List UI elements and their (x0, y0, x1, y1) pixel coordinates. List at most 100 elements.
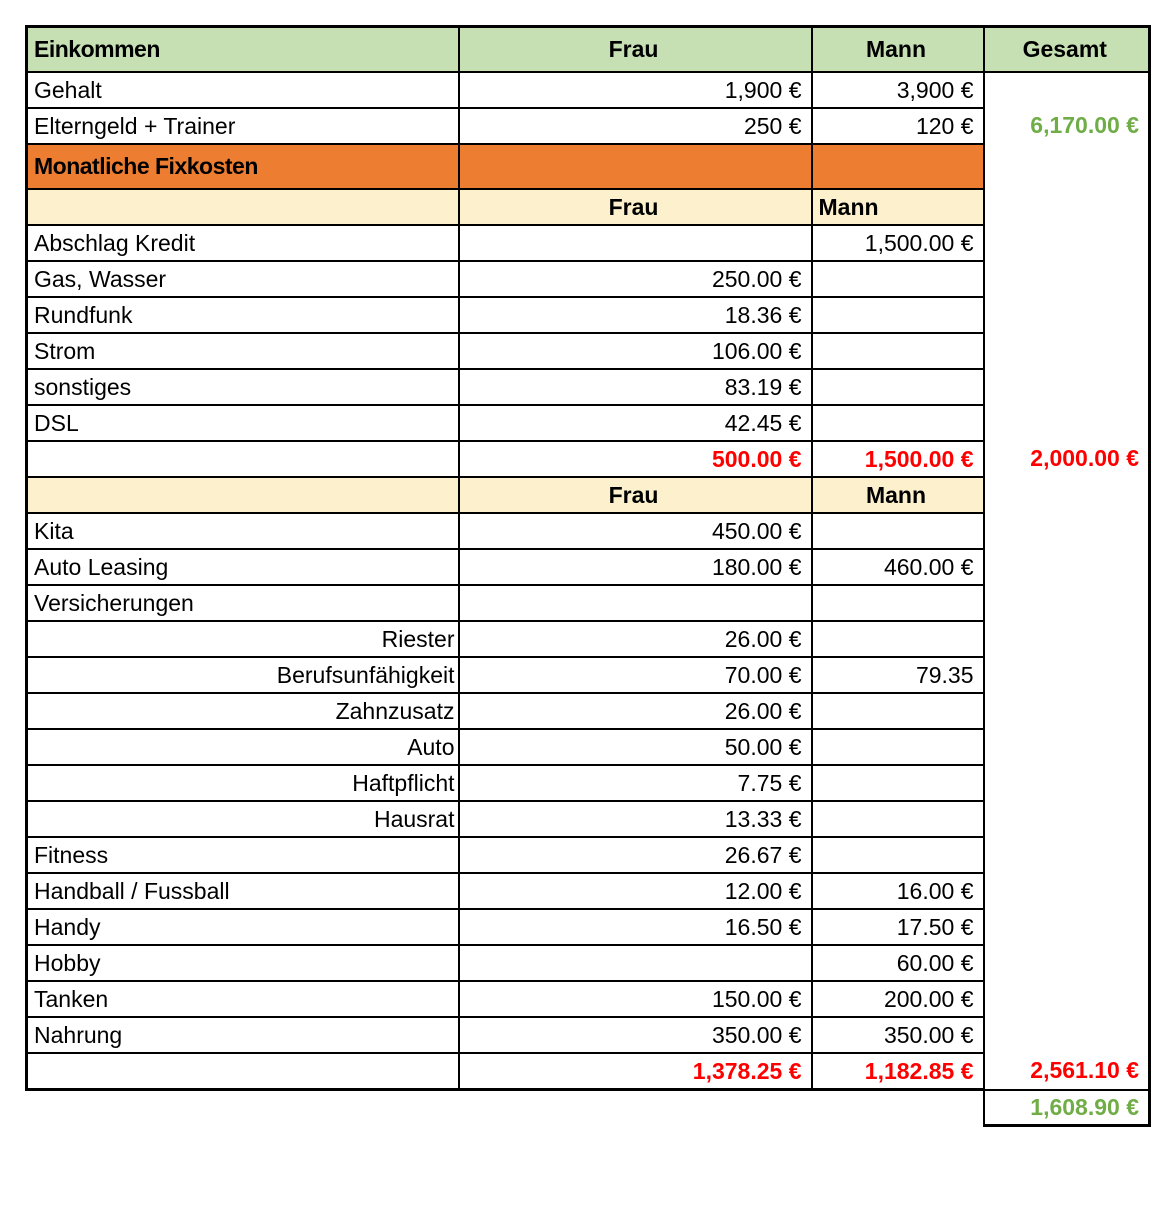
mann-value: 60.00 € (810, 944, 985, 982)
table-row: Frau Mann (25, 188, 1150, 226)
table-row: Zahnzusatz 26.00 € (25, 692, 1150, 730)
frau-value: 16.50 € (457, 908, 813, 946)
mann-value: 16.00 € (810, 872, 985, 910)
table-row: Versicherungen (25, 584, 1150, 622)
frau-value: 500.00 € (457, 440, 813, 478)
mann-value: 350.00 € (810, 1016, 985, 1054)
table-row: Riester 26.00 € (25, 620, 1150, 658)
table-row: Fitness 26.67 € (25, 836, 1150, 874)
row-label: Handball / Fussball (25, 872, 460, 910)
mann-value: 3,900 € (810, 71, 985, 109)
table-row: Auto Leasing 180.00 €460.00 € (25, 548, 1150, 586)
gesamt-monthly-total: 2,561.10 € (982, 477, 1151, 1091)
row-label: Abschlag Kredit (25, 224, 460, 262)
row-label: Versicherungen (25, 584, 460, 622)
table-row: Gehalt 1,900 €3,900 €6,170.00 € (25, 71, 1151, 144)
income-section-title: Einkommen (25, 25, 460, 73)
mann-value (810, 368, 985, 406)
table-row: Gas, Wasser 250.00 € (25, 260, 1150, 298)
column-header-mann: Mann (810, 25, 985, 73)
row-label: Hausrat (25, 800, 460, 838)
row-label: Kita (25, 512, 460, 550)
frau-value (457, 224, 813, 262)
row-label (25, 1052, 460, 1091)
frau-value: 450.00 € (457, 512, 813, 550)
table-row: Elterngeld + Trainer 250 €120 € (25, 107, 1150, 145)
row-label: Auto Leasing (25, 548, 460, 586)
mann-value (810, 404, 985, 442)
table-row: 1,608.90 € (27, 1088, 1151, 1127)
mann-value (810, 692, 985, 730)
fixkosten-section-title: Monatliche Fixkosten (25, 143, 460, 190)
table-row: 1,378.25 €1,182.85 € (25, 1052, 1150, 1091)
frau-value: 1,900 € (457, 71, 813, 109)
frau-value (457, 584, 813, 622)
gesamt-remaining-value: 1,608.90 € (982, 1088, 1151, 1127)
gesamt-fixkosten-total: 2,000.00 € (982, 144, 1151, 477)
table-row: Abschlag Kredit 1,500.00 € (25, 224, 1150, 262)
subheader-frau: Frau (457, 476, 813, 514)
table-row: Haftpflicht 7.75 € (25, 764, 1150, 802)
table-row: DSL 42.45 € (25, 404, 1150, 442)
gesamt-income-total: 6,170.00 € (982, 71, 1151, 144)
mann-value (810, 728, 985, 766)
mann-value (810, 512, 985, 550)
frau-value: 42.45 € (457, 404, 813, 442)
budget-table-body: Einkommen Frau Mann Gesamt Gehalt 1,900 €3,90… (25, 25, 1151, 1127)
section-empty-cell (810, 143, 985, 190)
budget-sheet: Einkommen Frau Mann Gesamt Gehalt 1,900 €3,90… (25, 25, 1170, 1127)
mann-value (810, 620, 985, 658)
row-label: Riester (25, 620, 460, 658)
frau-value: 50.00 € (457, 728, 813, 766)
mann-value: 120 € (810, 107, 985, 145)
table-row: sonstiges 83.19 € (25, 368, 1150, 406)
subheader-mann: Mann (810, 476, 985, 514)
row-label: Zahnzusatz (25, 692, 460, 730)
row-label: Fitness (25, 836, 460, 874)
frau-value: 350.00 € (457, 1016, 813, 1054)
row-label: Gehalt (25, 71, 460, 109)
row-label: Tanken (25, 980, 460, 1018)
mann-value (810, 332, 985, 370)
column-header-gesamt: Gesamt (982, 25, 1151, 73)
frau-value (457, 944, 813, 982)
frau-value: 26.67 € (457, 836, 813, 874)
row-label: Handy (25, 908, 460, 946)
frau-value: 13.33 € (457, 800, 813, 838)
frau-value: 150.00 € (457, 980, 813, 1018)
table-row: Frau Mann 2,561.10 € (25, 476, 1151, 1091)
row-label: Gas, Wasser (25, 260, 460, 298)
row-label: Elterngeld + Trainer (25, 107, 460, 145)
row-label: Auto (25, 728, 460, 766)
table-row: Kita 450.00 € (25, 512, 1150, 550)
frau-value: 70.00 € (457, 656, 813, 694)
frau-value: 26.00 € (457, 692, 813, 730)
row-label: Nahrung (25, 1016, 460, 1054)
mann-value (810, 260, 985, 298)
table-row: Auto 50.00 € (25, 728, 1150, 766)
mann-value (810, 800, 985, 838)
mann-value (810, 584, 985, 622)
mann-value: 1,500.00 € (810, 224, 985, 262)
row-label: Haftpflicht (25, 764, 460, 802)
mann-value: 1,500.00 € (810, 440, 985, 478)
bottom-filler-cell (27, 1090, 984, 1126)
frau-value: 106.00 € (457, 332, 813, 370)
frau-value: 1,378.25 € (457, 1052, 813, 1091)
subheader-empty-cell (25, 476, 460, 514)
subheader-mann: Mann (810, 188, 985, 226)
table-row: Berufsunfähigkeit 70.00 €79.35 (25, 656, 1150, 694)
table-row: Strom 106.00 € (25, 332, 1150, 370)
mann-value: 200.00 € (810, 980, 985, 1018)
table-row: Hausrat 13.33 € (25, 800, 1150, 838)
frau-value: 26.00 € (457, 620, 813, 658)
mann-value: 17.50 € (810, 908, 985, 946)
row-label: Berufsunfähigkeit (25, 656, 460, 694)
mann-value (810, 764, 985, 802)
row-label: sonstiges (25, 368, 460, 406)
frau-value: 12.00 € (457, 872, 813, 910)
table-row: Einkommen Frau Mann Gesamt (25, 25, 1151, 73)
table-row: Handy 16.50 €17.50 € (25, 908, 1150, 946)
section-empty-cell (457, 143, 813, 190)
subheader-empty-cell (25, 188, 460, 226)
